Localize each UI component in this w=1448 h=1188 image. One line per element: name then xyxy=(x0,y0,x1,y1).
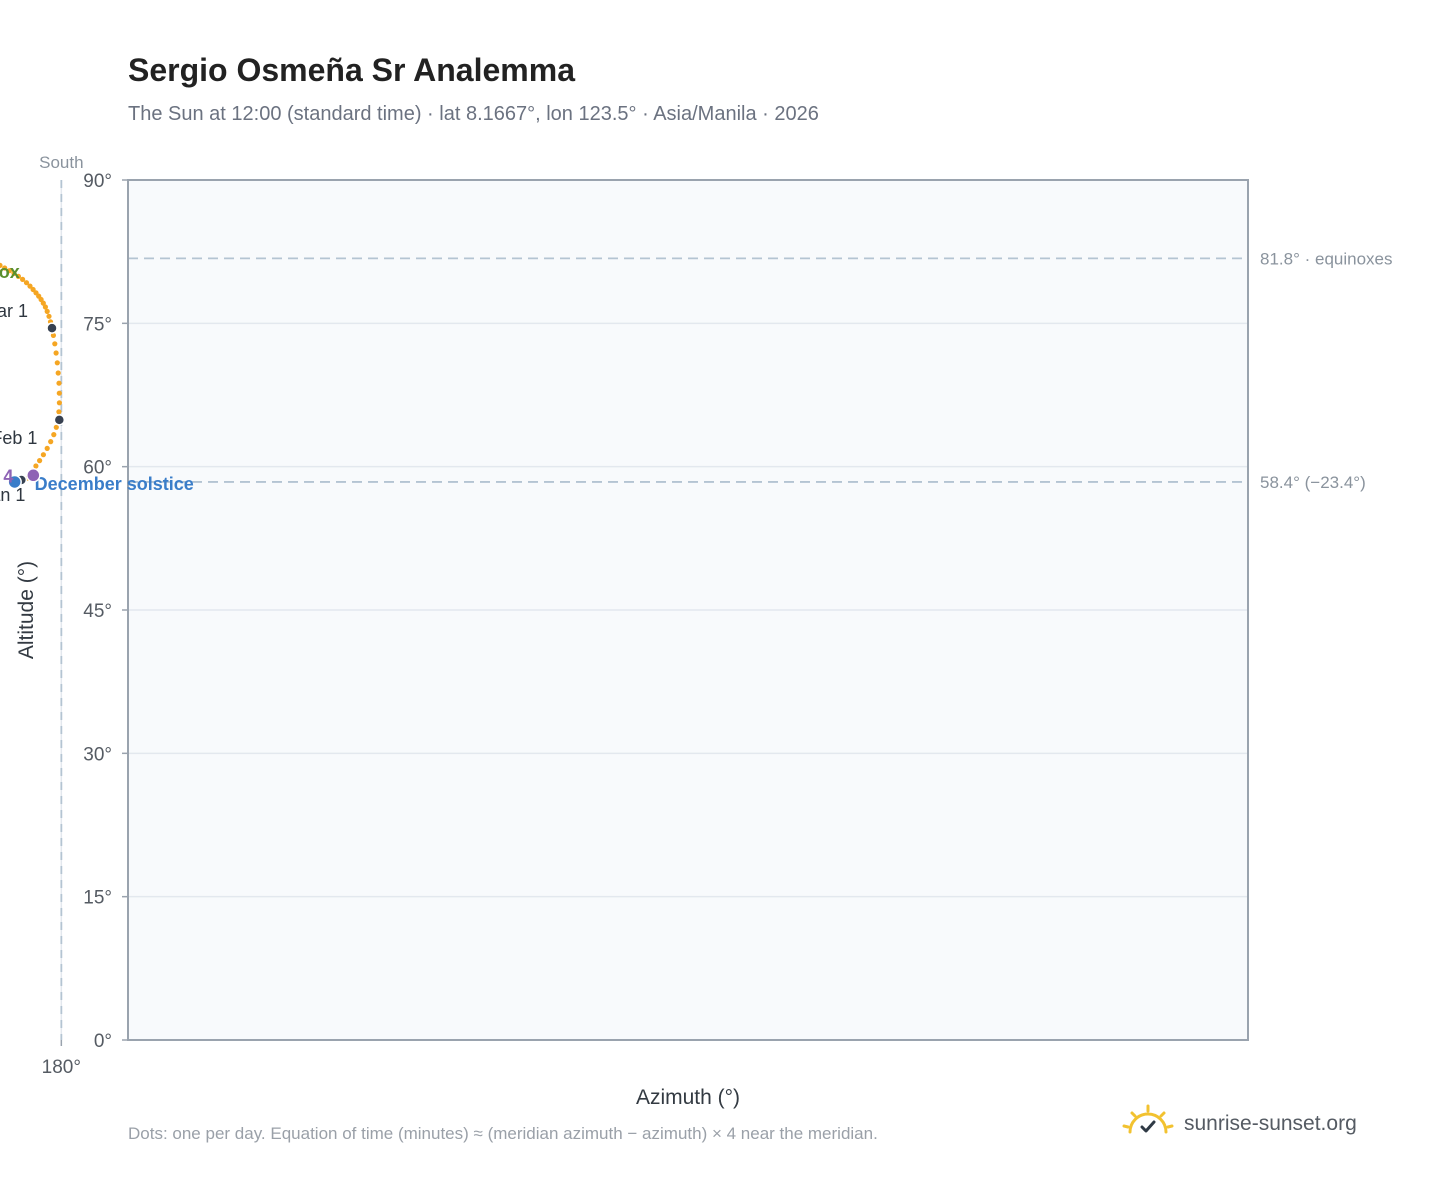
event-marker-label: Perihelion · Jan 4 xyxy=(0,466,13,486)
daily-sun-dot xyxy=(20,276,26,282)
altitude-reference-label: 58.4° (−23.4°) xyxy=(1260,473,1366,492)
daily-sun-dot xyxy=(11,270,17,276)
brand-logo[interactable]: sunrise-sunset.org xyxy=(1120,1104,1357,1144)
reference-lines: South 81.8° · equinoxes 58.4° (−23.4°) xyxy=(39,153,1393,1040)
daily-sun-dot xyxy=(2,265,8,271)
y-tick-label: 90° xyxy=(83,171,112,192)
daily-sun-dot xyxy=(6,268,12,274)
daily-sun-dot xyxy=(44,308,50,314)
south-label: South xyxy=(39,153,83,172)
chart-title: Sergio Osmeña Sr Analemma xyxy=(128,52,575,88)
y-tick-label: 0° xyxy=(94,1031,112,1052)
month-marker-label: Jan 1 xyxy=(0,485,25,505)
daily-sun-dot xyxy=(50,332,57,338)
brand-name: sunrise-sunset.org xyxy=(1184,1112,1357,1135)
daily-sun-dot xyxy=(56,380,62,386)
event-marker-dot xyxy=(26,468,41,483)
x-axis-ticks: 180°210°240°270°300°330°0° xyxy=(42,1040,81,1078)
daily-sun-dot xyxy=(0,262,3,268)
event-marker-dot xyxy=(7,474,22,490)
y-tick-label: 60° xyxy=(83,458,112,479)
month-marker-label: Mar 1 xyxy=(0,301,28,321)
sun-check-icon xyxy=(1120,1102,1176,1147)
daily-sun-dot xyxy=(46,313,52,319)
daily-sun-dot xyxy=(15,273,21,279)
y-tick-label: 45° xyxy=(83,601,112,622)
daily-sun-dot xyxy=(56,409,62,415)
y-tick-label: 75° xyxy=(83,314,112,335)
event-marker-label: December solstice xyxy=(35,474,194,494)
month-marker-dot xyxy=(53,414,66,426)
daily-sun-dot xyxy=(51,432,57,438)
daily-sun-dot xyxy=(42,304,49,310)
y-tick-label: 15° xyxy=(83,888,112,909)
daily-sun-dot xyxy=(27,283,33,289)
event-markers: March equinoxSeptember equinoxDecember s… xyxy=(0,262,194,494)
footnote: Dots: one per day. Equation of time (min… xyxy=(128,1124,878,1143)
daily-sun-dot xyxy=(48,439,54,445)
daily-sun-dot xyxy=(53,350,59,356)
daily-sun-dot xyxy=(53,424,59,430)
altitude-reference-label: 81.8° · equinoxes xyxy=(1260,249,1393,268)
daily-sun-dot xyxy=(54,360,60,366)
daily-sun-dot xyxy=(56,400,63,406)
daily-sun-dot xyxy=(40,452,47,458)
x-tick-label: 180° xyxy=(42,1057,81,1078)
daily-sun-dot xyxy=(23,280,30,286)
month-marker-label: Feb 1 xyxy=(0,428,37,448)
x-axis-label: Azimuth (°) xyxy=(636,1086,740,1109)
y-axis-label: Altitude (°) xyxy=(15,561,38,659)
daily-sun-dot xyxy=(33,463,39,469)
daily-sun-dot xyxy=(56,390,62,396)
daily-sun-dot xyxy=(37,458,43,464)
y-axis-ticks: 0° 15° 30° 45° 60° 75° 90° xyxy=(83,171,128,1052)
daily-sun-dot xyxy=(30,286,36,293)
month-marker-dot xyxy=(46,322,58,334)
month-markers: Jan 1Feb 1Mar 1Apr 1May 1Jun 1Jul 1Aug 1… xyxy=(0,301,66,505)
daily-sun-dot xyxy=(55,370,61,376)
daily-sun-dot xyxy=(52,341,58,347)
event-marker-label: September equinox xyxy=(0,262,20,282)
y-tick-label: 30° xyxy=(83,744,112,765)
chart-subtitle: The Sun at 12:00 (standard time) · lat 8… xyxy=(128,103,819,125)
daily-sun-dot xyxy=(44,445,50,451)
